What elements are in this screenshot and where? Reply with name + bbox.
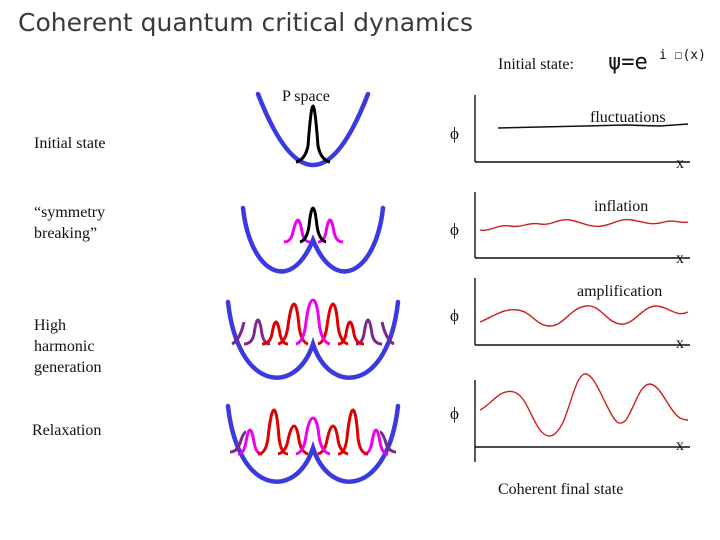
- plot-label-inflation: inflation: [594, 198, 649, 215]
- potential-well-3: [225, 298, 401, 380]
- plot-label-fluctuations: fluctuations: [590, 109, 666, 126]
- row-label-relaxation: Relaxation: [32, 422, 102, 439]
- axis-x-1: x: [676, 155, 684, 172]
- footer-label: Coherent final state: [498, 481, 624, 498]
- field-plot-1: [474, 95, 690, 163]
- row-label-symmetry-breaking: “symmetry breaking”: [34, 204, 106, 242]
- field-plot-4: [474, 373, 690, 462]
- formula-psi: ψ=e: [608, 50, 648, 75]
- formula-exponent: i ☐(x): [659, 48, 706, 63]
- p-space-label: P space: [282, 88, 330, 105]
- row-label-high-harmonic-generation: High harmonic generation: [34, 317, 102, 376]
- field-plot-3: [474, 278, 690, 346]
- plot-label-amplification: amplification: [577, 283, 663, 300]
- slide-title: Coherent quantum critical dynamics: [18, 8, 474, 37]
- axis-phi-4: ϕ: [450, 404, 459, 423]
- potential-well-1: [255, 91, 371, 168]
- row-label-initial-state: Initial state: [34, 135, 106, 152]
- axis-x-3: x: [676, 335, 684, 352]
- axis-phi-2: ϕ: [450, 220, 459, 239]
- axis-x-4: x: [676, 437, 684, 454]
- formula-label: Initial state:: [498, 56, 574, 73]
- potential-well-2: [240, 205, 386, 274]
- field-plot-2: [474, 192, 690, 259]
- axis-phi-1: ϕ: [450, 124, 459, 143]
- potential-well-4: [225, 403, 401, 484]
- axis-phi-3: ϕ: [450, 306, 459, 325]
